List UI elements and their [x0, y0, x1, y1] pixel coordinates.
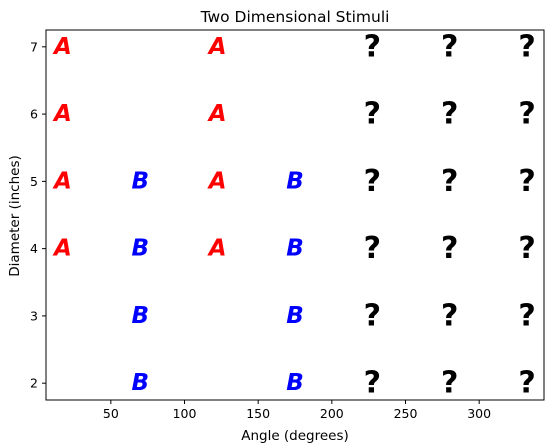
x-axis: 50 100 150 200 250 300	[103, 400, 491, 421]
data-point-unknown: ?	[518, 97, 535, 132]
data-point-b: B	[132, 168, 150, 194]
data-point-a: A	[52, 101, 72, 127]
y-tick-label: 5	[30, 174, 38, 189]
data-point-b: B	[286, 236, 304, 262]
x-tick-label: 50	[103, 406, 119, 421]
data-point-unknown: ?	[518, 231, 535, 266]
data-point-unknown: ?	[441, 97, 458, 132]
data-point-unknown: ?	[441, 231, 458, 266]
data-point-b: B	[286, 370, 304, 396]
x-tick-label: 100	[173, 406, 197, 421]
x-axis-label: Angle (degrees)	[241, 428, 349, 444]
data-point-a: A	[207, 34, 227, 60]
y-axis-label: Diameter (inches)	[7, 155, 23, 276]
data-point-unknown: ?	[364, 164, 381, 199]
data-point-b: B	[286, 168, 304, 194]
y-tick-label: 2	[30, 376, 38, 391]
plot-area: A A A A A A A A B B B B B B B B??????????????????	[52, 29, 536, 400]
data-point-unknown: ?	[364, 366, 381, 401]
data-point-a: A	[52, 236, 72, 262]
y-tick-label: 7	[30, 39, 38, 54]
y-tick-label: 3	[30, 308, 38, 323]
data-point-unknown: ?	[518, 366, 535, 401]
data-point-unknown: ?	[364, 298, 381, 333]
plot-frame	[45, 29, 545, 401]
data-point-a: A	[52, 168, 72, 194]
data-point-unknown: ?	[441, 164, 458, 199]
data-point-unknown: ?	[518, 164, 535, 199]
data-point-unknown: ?	[364, 97, 381, 132]
y-tick-label: 4	[30, 241, 38, 256]
x-tick-label: 150	[246, 406, 270, 421]
data-point-a: A	[207, 236, 227, 262]
y-tick-label: 6	[30, 107, 38, 122]
data-point-b: B	[132, 236, 150, 262]
data-point-b: B	[132, 303, 150, 329]
data-point-unknown: ?	[441, 298, 458, 333]
data-point-unknown: ?	[364, 29, 381, 64]
data-point-unknown: ?	[518, 298, 535, 333]
data-point-unknown: ?	[441, 29, 458, 64]
chart-title: Two Dimensional Stimuli	[200, 8, 390, 26]
y-axis: 2 3 4 5 6 7	[30, 39, 46, 391]
data-point-b: B	[286, 303, 304, 329]
data-point-unknown: ?	[364, 231, 381, 266]
data-point-a: A	[207, 168, 227, 194]
x-tick-label: 200	[320, 406, 344, 421]
data-point-a: A	[207, 101, 227, 127]
data-point-a: A	[52, 34, 72, 60]
x-tick-label: 300	[467, 406, 491, 421]
x-tick-label: 250	[394, 406, 418, 421]
data-point-unknown: ?	[518, 29, 535, 64]
data-point-unknown: ?	[441, 366, 458, 401]
data-point-b: B	[132, 370, 150, 396]
